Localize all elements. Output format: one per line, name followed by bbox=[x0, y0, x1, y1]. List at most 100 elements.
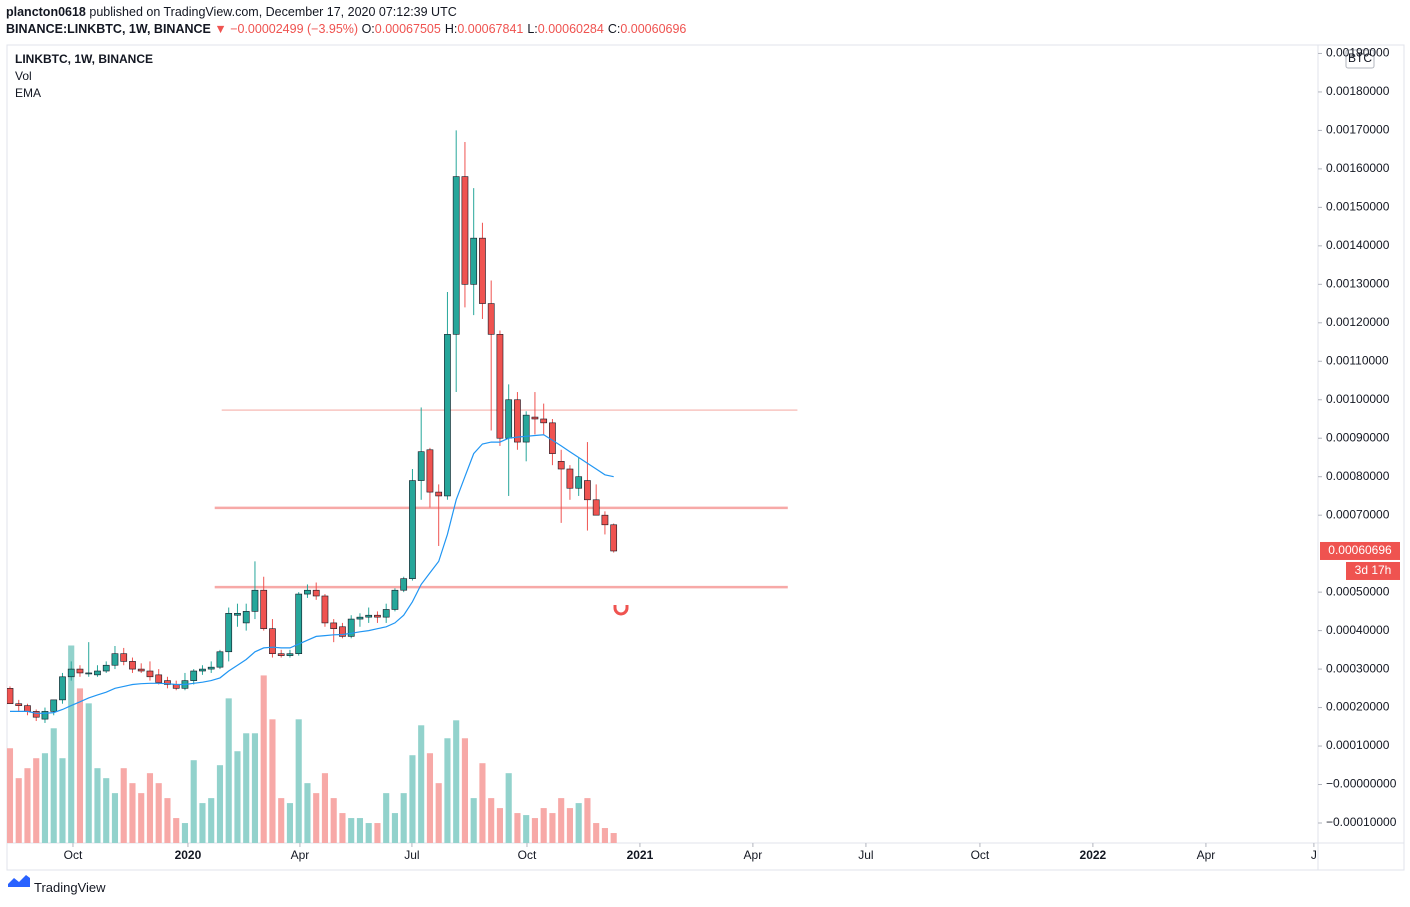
candle-body bbox=[426, 449, 434, 493]
candle-body bbox=[242, 611, 250, 624]
candle-body bbox=[41, 711, 49, 720]
y-tick-label: 0.00010000 bbox=[1326, 738, 1390, 752]
candle-body bbox=[155, 674, 163, 683]
candle-body bbox=[146, 670, 154, 678]
candle-body bbox=[50, 699, 58, 712]
volume-bar bbox=[41, 753, 49, 843]
y-tick-label: 0.00100000 bbox=[1326, 392, 1390, 406]
x-tick-label: Oct bbox=[518, 848, 537, 862]
y-tick-label: 0.00170000 bbox=[1326, 123, 1390, 137]
header-line-2: BINANCE:LINKBTC, 1W, BINANCE ▼ −0.000024… bbox=[6, 22, 690, 36]
candle-body bbox=[251, 589, 259, 612]
volume-bar bbox=[321, 773, 329, 843]
volume-bar bbox=[514, 813, 521, 843]
y-tick-label: 0.00090000 bbox=[1326, 430, 1390, 444]
volume-bar bbox=[488, 798, 495, 843]
volume-bar bbox=[356, 818, 364, 843]
candle-body bbox=[234, 612, 241, 616]
x-tick-label: Apr bbox=[1197, 848, 1216, 862]
volume-bar bbox=[400, 793, 407, 843]
volume-bar bbox=[435, 783, 442, 843]
volume-bar bbox=[409, 755, 416, 843]
candle-body bbox=[575, 476, 583, 489]
volume-bar bbox=[7, 748, 14, 843]
candle-body bbox=[444, 334, 451, 497]
volume-bar bbox=[610, 833, 617, 843]
candle-body bbox=[120, 653, 128, 662]
y-tick-label: −0.00000000 bbox=[1326, 777, 1397, 791]
volume-bar bbox=[208, 798, 215, 843]
volume-bar bbox=[103, 778, 110, 843]
volume-bar bbox=[601, 828, 608, 843]
x-tick-label: Jul bbox=[404, 848, 419, 862]
currency: BTC bbox=[1348, 51, 1372, 65]
volume-bar bbox=[146, 773, 154, 843]
volume-bar bbox=[549, 813, 556, 843]
candle-body bbox=[304, 589, 311, 595]
volume-bar bbox=[85, 703, 92, 843]
volume-bar bbox=[453, 720, 460, 843]
y-tick-label: 0.00120000 bbox=[1326, 315, 1390, 329]
volume-bar bbox=[138, 793, 145, 843]
y-tick-label: 0.00150000 bbox=[1326, 200, 1390, 214]
candle-body bbox=[531, 416, 539, 420]
volume-bar bbox=[339, 813, 346, 843]
legend-vol: Vol bbox=[15, 69, 32, 83]
candle-body bbox=[295, 593, 303, 654]
volume-bar bbox=[286, 803, 294, 843]
candle-body bbox=[365, 614, 373, 618]
candle-body bbox=[24, 705, 31, 712]
candle-body bbox=[400, 578, 408, 591]
legend-ema: EMA bbox=[15, 86, 41, 100]
candle-body bbox=[111, 653, 119, 666]
countdown-box bbox=[1346, 561, 1400, 580]
volume-bar bbox=[365, 823, 372, 843]
candle-body bbox=[269, 628, 276, 654]
volume-bar bbox=[269, 719, 276, 843]
candle-body bbox=[391, 589, 399, 610]
volume-bar bbox=[479, 763, 486, 843]
candle-body bbox=[7, 688, 14, 705]
candle-body bbox=[584, 480, 591, 501]
candle-body bbox=[260, 589, 268, 629]
candle-body bbox=[76, 668, 84, 674]
volume-bar bbox=[391, 813, 399, 843]
volume-bar bbox=[50, 728, 57, 843]
x-tick-label: 2021 bbox=[627, 848, 654, 862]
candle-body bbox=[15, 703, 23, 706]
candle-body bbox=[67, 668, 75, 678]
pane-border bbox=[6, 44, 1405, 871]
volume-bar bbox=[566, 808, 573, 843]
footer-logo: TradingView bbox=[34, 880, 106, 895]
plot bbox=[7, 130, 798, 843]
y-tick-label: 0.00070000 bbox=[1326, 507, 1390, 521]
volume-bar bbox=[190, 760, 197, 843]
volume-bar bbox=[418, 725, 425, 843]
currency-box bbox=[1345, 49, 1375, 69]
volume-bar bbox=[505, 773, 512, 843]
volume-bar bbox=[234, 751, 241, 843]
candle-body bbox=[330, 622, 338, 629]
candle-body bbox=[470, 237, 478, 285]
y-tick-label: 0.00180000 bbox=[1326, 84, 1390, 98]
ema-line bbox=[10, 434, 614, 714]
volume-bar bbox=[304, 783, 311, 843]
candle-body bbox=[94, 670, 101, 676]
candle-body bbox=[207, 666, 215, 670]
volume-bar bbox=[330, 798, 337, 843]
y-tick-label: 0.00040000 bbox=[1326, 623, 1390, 637]
volume-bar bbox=[531, 818, 538, 843]
candle-body bbox=[496, 334, 504, 439]
volume-bar bbox=[374, 823, 381, 843]
volume-bar bbox=[383, 793, 390, 843]
candle-body bbox=[32, 711, 40, 718]
candle-body bbox=[479, 237, 486, 304]
candle-body bbox=[505, 399, 513, 439]
x-tick-label: Apr bbox=[744, 848, 763, 862]
countdown: 3d 17h bbox=[1355, 563, 1392, 577]
volume-bar bbox=[496, 808, 503, 843]
volume-bar bbox=[426, 753, 434, 843]
candle-body bbox=[321, 595, 329, 624]
candle-body bbox=[382, 609, 390, 618]
